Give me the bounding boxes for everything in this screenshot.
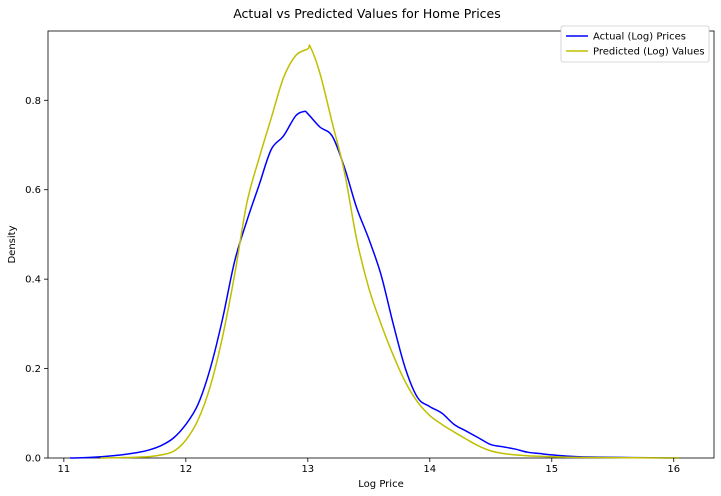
legend-label-actual: Actual (Log) Prices [593,32,686,43]
y-tick-label: 0.6 [25,185,41,196]
y-tick-label: 0.8 [25,96,41,107]
series-layer [69,44,680,459]
y-axis-ticks: 0.0 0.2 0.4 0.6 0.8 [25,96,48,465]
plot-frame [47,30,715,459]
series-line-predicted [100,44,680,459]
legend-box [560,25,710,63]
y-axis-label: Density [7,225,18,263]
plot-area [47,30,715,459]
y-tick-label: 0.0 [25,454,41,465]
x-tick-label: 15 [545,464,558,475]
y-tick-label: 0.4 [25,275,41,286]
x-tick-label: 16 [667,464,680,475]
y-tick-label: 0.2 [25,364,41,375]
chart-title: Actual vs Predicted Values for Home Pric… [233,6,501,21]
legend: Actual (Log) Prices Predicted (Log) Valu… [560,25,710,63]
series-line-actual [69,110,680,459]
x-tick-label: 14 [423,464,436,475]
x-tick-label: 11 [57,464,70,475]
x-axis-label: Log Price [358,479,403,490]
x-tick-label: 13 [301,464,314,475]
x-axis-ticks: 11 12 13 14 15 16 [57,458,680,475]
x-tick-label: 12 [179,464,192,475]
legend-label-predicted: Predicted (Log) Values [593,47,705,58]
